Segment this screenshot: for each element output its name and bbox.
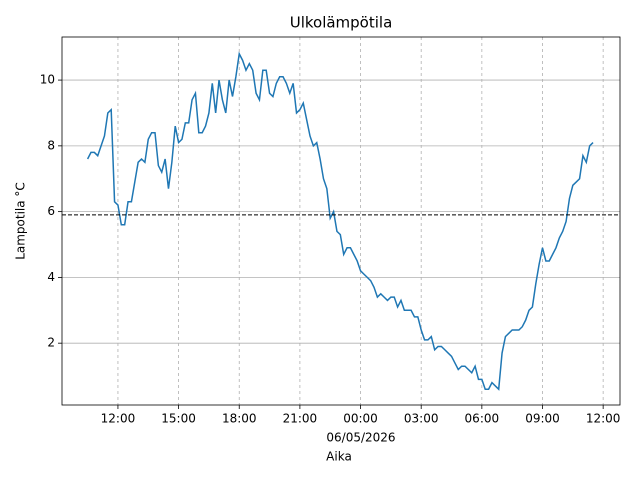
x-tick-label: 12:00 — [586, 412, 621, 426]
x-tick-label: 06:00 — [465, 412, 500, 426]
x-tick-label: 00:00 — [343, 412, 378, 426]
x-axis-label: Aika — [326, 450, 352, 464]
plot-frame — [61, 36, 621, 406]
y-tick-label: 8 — [47, 138, 55, 152]
x-tick-label: 09:00 — [525, 412, 560, 426]
x-tick-label: 21:00 — [283, 412, 318, 426]
y-tick-label: 10 — [40, 73, 55, 87]
y-tick-label: 6 — [47, 204, 55, 218]
x-tick-label: 18:00 — [222, 412, 257, 426]
y-tick-label: 2 — [47, 336, 55, 350]
y-axis-label: Lampotila °C — [14, 182, 28, 260]
line-series — [86, 51, 594, 391]
x-tick-label: 12:00 — [101, 412, 136, 426]
x-tick-label: 15:00 — [161, 412, 196, 426]
x-tick-label: 03:00 — [404, 412, 439, 426]
x-date-label: 06/05/2026 — [326, 431, 395, 445]
chart-title: Ulkolämpötila — [290, 14, 393, 32]
y-tick-label: 4 — [47, 270, 55, 284]
